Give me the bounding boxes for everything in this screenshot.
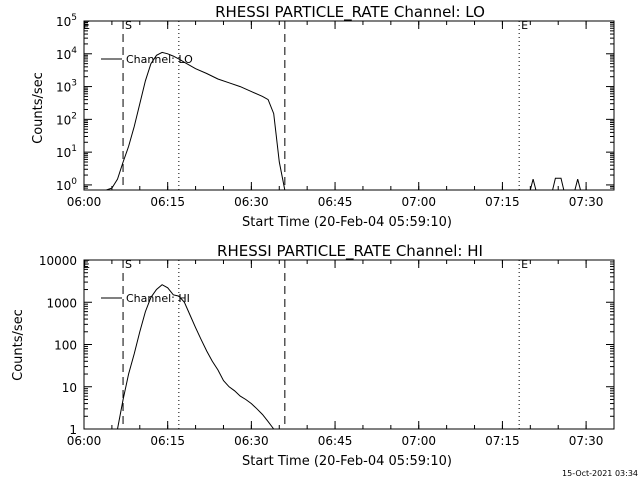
chart-title: RHESSI PARTICLE_RATE Channel: HI xyxy=(217,242,483,261)
event-marker-label: S xyxy=(125,258,132,271)
x-axis-label: Start Time (20-Feb-04 05:59:10) xyxy=(242,454,452,469)
chart-layer: 06:00 06:15 06:30 06:45 07:00 07:15 07:30 1 10 10… xyxy=(39,254,615,448)
y-axis-label: Counts/sec xyxy=(31,72,46,144)
footer-timestamp: 15-Oct-2021 03:34 xyxy=(562,469,638,478)
y-tick-label: 1000 xyxy=(46,296,77,310)
x-tick-label: 07:30 xyxy=(569,434,604,448)
y-tick-label: 103 xyxy=(56,79,77,95)
series-line xyxy=(106,51,286,191)
y-tick-label: 104 xyxy=(56,46,77,62)
chart-title: RHESSI PARTICLE_RATE Channel: LO xyxy=(215,3,485,22)
x-tick-label: 07:00 xyxy=(401,195,436,209)
x-tick-label: 07:15 xyxy=(485,434,520,448)
chart-hi: RHESSI PARTICLE_RATE Channel: HI Counts/… xyxy=(11,242,615,469)
event-marker-label: S xyxy=(125,19,132,32)
x-axis-label: Start Time (20-Feb-04 05:59:10) xyxy=(242,215,452,230)
chart-lo: RHESSI PARTICLE_RATE Channel: LO Counts/… xyxy=(31,3,615,230)
series-line xyxy=(117,284,275,430)
event-marker-label: E xyxy=(521,258,528,271)
edge-marker-label: E xyxy=(83,258,90,271)
chart-layer: 06:00 06:15 06:30 06:45 07:00 07:15 07:30 100 10… xyxy=(56,13,615,209)
x-tick-label: 06:00 xyxy=(67,434,102,448)
x-tick-label: 06:45 xyxy=(318,434,353,448)
legend-label: Channel: LO xyxy=(126,53,193,66)
edge-marker-label: E xyxy=(83,19,90,32)
y-tick-label: 101 xyxy=(56,144,77,160)
y-tick-label: 102 xyxy=(56,111,77,127)
y-tick-label: 100 xyxy=(54,339,77,353)
y-tick-label: 100 xyxy=(56,177,77,193)
x-tick-label: 07:00 xyxy=(401,434,436,448)
event-marker-label: E xyxy=(521,19,528,32)
x-tick-label: 06:15 xyxy=(150,195,185,209)
x-tick-label: 06:00 xyxy=(67,195,102,209)
y-axis-label: Counts/sec xyxy=(11,309,26,381)
x-tick-label: 07:15 xyxy=(485,195,520,209)
x-tick-label: 06:30 xyxy=(234,434,269,448)
y-tick-label: 10000 xyxy=(39,254,77,268)
x-tick-label: 06:15 xyxy=(150,434,185,448)
x-tick-label: 07:30 xyxy=(569,195,604,209)
y-tick-label: 10 xyxy=(62,381,77,395)
series-line xyxy=(529,177,581,191)
x-tick-label: 06:30 xyxy=(234,195,269,209)
plot-frame xyxy=(83,20,615,191)
y-tick-label: 1 xyxy=(69,423,77,437)
y-tick-label: 105 xyxy=(56,13,77,29)
x-tick-label: 06:45 xyxy=(318,195,353,209)
